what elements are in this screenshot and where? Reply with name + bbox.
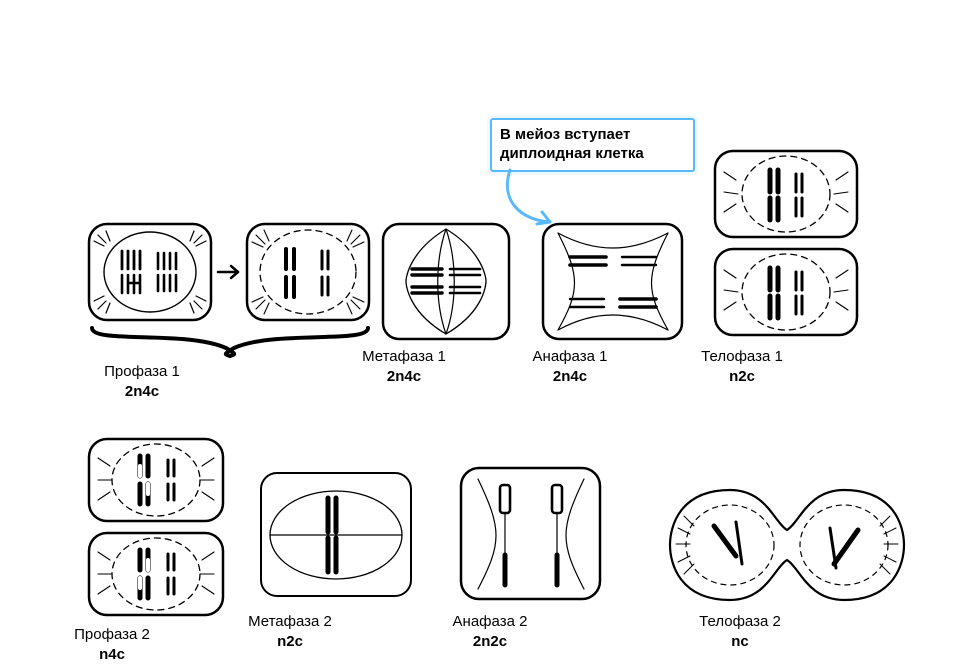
metaphase1-label: Метафаза 12n4c [362,347,446,386]
prophase2-formula: n4c [99,646,125,663]
prophase1-bracket [86,326,374,362]
callout-line1: В мейоз вступает [500,126,630,143]
anaphase2-cell [458,465,604,603]
telophase2-cell [666,486,908,604]
metaphase2-cell [258,470,414,600]
telophase1-cell-bottom [712,246,860,338]
anaphase1-formula: 2n4c [553,368,587,385]
prophase1-title: Профаза 1 [104,362,180,382]
anaphase1-title: Анафаза 1 [533,347,608,367]
telophase2-label: Телофаза 2nc [699,612,781,651]
metaphase1-title: Метафаза 1 [362,347,446,367]
prophase1-cell-b [244,221,372,323]
metaphase1-cell [380,221,513,343]
metaphase1-formula: 2n4c [387,368,421,385]
metaphase2-title: Метафаза 2 [248,612,332,632]
prophase1-cell-a [86,221,214,323]
telophase1-cell-top [712,148,860,240]
anaphase2-formula: 2n2c [473,633,507,650]
callout-line2: диплоидная клетка [500,145,685,164]
metaphase2-label: Метафаза 2n2c [248,612,332,651]
prophase1-arrow [216,260,244,284]
prophase2-title: Профаза 2 [74,625,150,645]
anaphase2-label: Анафаза 22n2c [453,612,528,651]
telophase2-title: Телофаза 2 [699,612,781,632]
callout-box: В мейоз вступает диплоидная клетка [490,118,695,172]
prophase1-formula: 2n4c [125,383,159,400]
anaphase1-cell [540,221,686,343]
prophase2-cell-bottom [86,530,226,618]
telophase1-title: Телофаза 1 [701,347,783,367]
telophase2-formula: nc [731,633,749,650]
telophase1-formula: n2c [729,368,755,385]
prophase2-cell-top [86,436,226,524]
anaphase1-label: Анафаза 12n4c [533,347,608,386]
prophase2-label: Профаза 2n4c [74,625,150,664]
telophase1-label: Телофаза 1n2c [701,347,783,386]
anaphase2-title: Анафаза 2 [453,612,528,632]
meiosis-diagram: В мейоз вступает диплоидная клетка [0,0,974,665]
metaphase2-formula: n2c [277,633,303,650]
prophase1-label: Профаза 12n4c [104,362,180,401]
